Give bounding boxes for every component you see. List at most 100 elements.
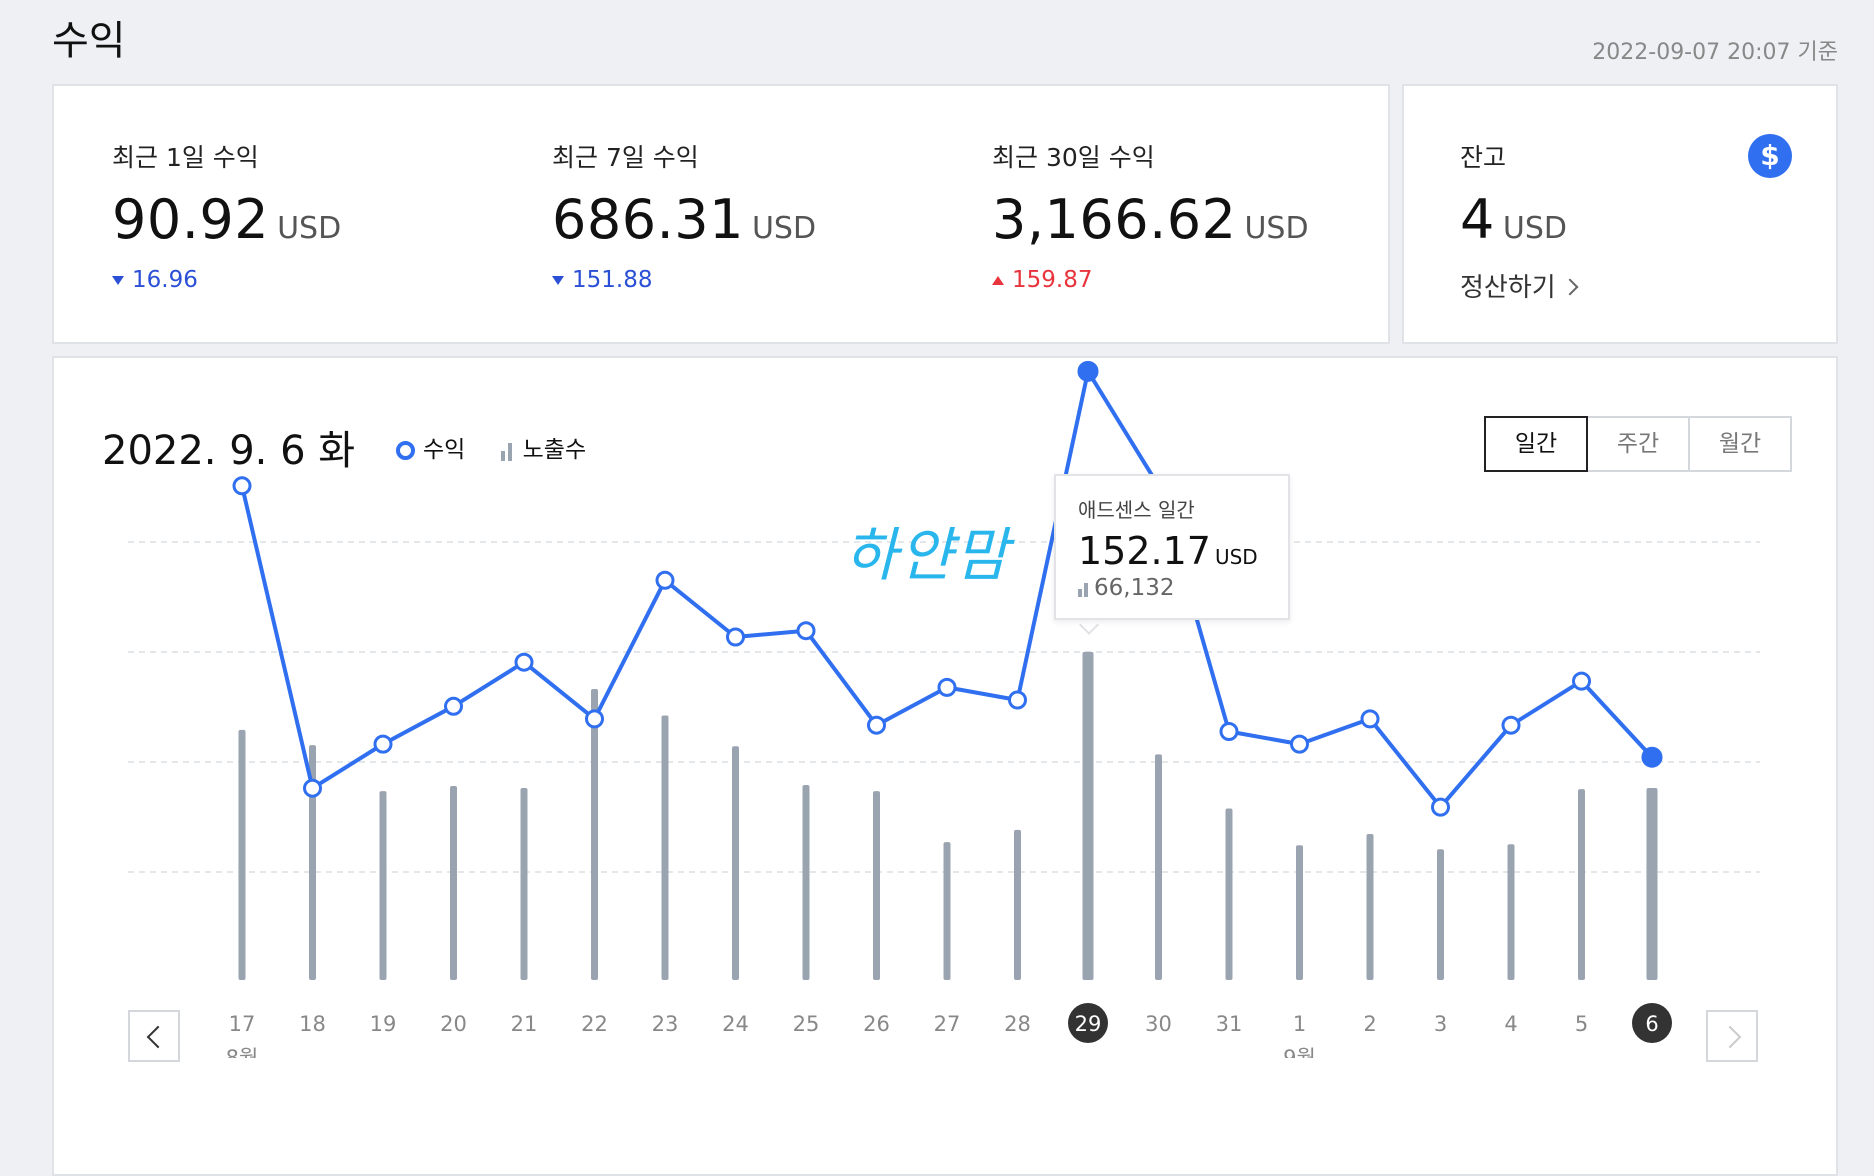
next-period-button[interactable] (1706, 1010, 1758, 1062)
revenue-chart: 17 18 19 20 21 22 23 24 25 26 27 28 29 30 31 1 2 3 4 5 68월 9월 (128, 360, 1760, 1058)
chevron-right-icon (1718, 1025, 1742, 1049)
updated-timestamp: 2022-09-07 20:07 기준 (1592, 40, 1838, 65)
stat-label: 최근 1일 수익 (112, 143, 259, 172)
x-tick-label: 31 (1216, 1012, 1243, 1036)
tooltip-title: 애드센스 일간 (1078, 498, 1195, 522)
x-tick-label: 4 (1504, 1012, 1517, 1036)
tooltip-amount: 152.17 (1078, 529, 1211, 573)
impressions-bar (1437, 849, 1444, 980)
selected-date-marker (1632, 1003, 1672, 1043)
stat-change: 159.87 (992, 267, 1309, 293)
chart-date: 2022. 9. 6 화 (102, 428, 356, 474)
stat-change-value: 159.87 (1012, 267, 1093, 293)
revenue-point (232, 476, 252, 496)
stat-1day: 최근 1일 수익 90.92 USD 16.96 (112, 138, 341, 293)
tooltip-unit: USD (1214, 545, 1258, 569)
revenue-point (796, 621, 816, 641)
impressions-bar (943, 842, 951, 980)
stat-amount: 3,166.62 (992, 188, 1237, 251)
x-tick-label: 18 (299, 1012, 326, 1036)
month-label: 8월 (226, 1046, 259, 1058)
revenue-point (444, 696, 463, 716)
x-tick-label: 17 (229, 1012, 256, 1036)
chart-legend: 수익 노출수 (396, 430, 614, 464)
x-tick-label: 28 (1004, 1012, 1031, 1036)
revenue-point (1360, 709, 1380, 729)
stat-unit: USD (1244, 211, 1309, 246)
x-tick-label: 27 (934, 1012, 961, 1036)
x-tick-label: 25 (793, 1012, 820, 1036)
tooltip-impressions: 66,132 (1078, 575, 1266, 601)
x-tick-label: 24 (722, 1012, 749, 1036)
bar-chart-icon (1078, 581, 1092, 597)
triangle-down-icon (112, 276, 124, 285)
stat-value: 90.92 USD (112, 188, 341, 251)
stat-change: 151.88 (552, 267, 816, 293)
x-tick-label: 22 (581, 1012, 608, 1036)
period-tabs: 일간 주간 월간 (1484, 416, 1792, 472)
circle-icon (396, 441, 415, 460)
stat-amount: 686.31 (552, 188, 744, 251)
chevron-left-icon (146, 1025, 170, 1049)
x-tick-label: 30 (1145, 1012, 1172, 1036)
balance-unit: USD (1502, 211, 1567, 246)
revenue-point (1572, 671, 1591, 691)
stat-label: 최근 7일 수익 (552, 143, 699, 172)
balance-card: 잔고 4 USD 정산하기 $ (1402, 84, 1838, 344)
x-tick-label: 2 (1363, 1012, 1376, 1036)
impressions-bar (732, 746, 739, 980)
x-tick-label: 23 (652, 1012, 679, 1036)
x-tick-label: 3 (1434, 1012, 1447, 1036)
revenue-point (937, 677, 957, 697)
x-tick-label: 6 (1645, 1012, 1658, 1036)
settle-link[interactable]: 정산하기 (1460, 267, 1579, 304)
revenue-point (373, 734, 393, 754)
bar-chart-icon (500, 441, 515, 461)
impressions-bar (450, 786, 457, 980)
impressions-bar (591, 689, 598, 980)
stat-7day: 최근 7일 수익 686.31 USD 151.88 (552, 138, 816, 293)
balance-amount: 4 (1460, 188, 1495, 251)
triangle-down-icon (552, 276, 564, 285)
prev-period-button[interactable] (128, 1010, 180, 1062)
settle-label: 정산하기 (1460, 273, 1556, 303)
impressions-bar (1366, 833, 1374, 980)
revenue-point (1077, 360, 1099, 382)
watermark-text: 하얀맘 (844, 521, 1011, 589)
impressions-bar (1646, 788, 1658, 980)
impressions-bar (1507, 844, 1515, 980)
revenue-point (585, 709, 604, 729)
balance-label: 잔고 (1460, 143, 1507, 172)
stat-change-value: 151.88 (572, 267, 653, 293)
tab-monthly[interactable]: 월간 (1688, 416, 1792, 472)
legend-revenue-label: 수익 (423, 437, 466, 463)
stat-change: 16.96 (112, 267, 341, 293)
dollar-icon: $ (1748, 134, 1792, 178)
page-title: 수익 (52, 18, 126, 64)
stat-change-value: 16.96 (132, 267, 198, 293)
impressions-bar (661, 715, 669, 980)
tab-weekly[interactable]: 주간 (1586, 416, 1690, 472)
stat-amount: 90.92 (112, 188, 270, 251)
impressions-bar (520, 788, 528, 980)
chevron-right-icon (1561, 278, 1579, 295)
stat-value: 686.31 USD (552, 188, 816, 251)
tab-daily[interactable]: 일간 (1484, 416, 1588, 472)
impressions-bar (379, 791, 387, 980)
revenue-point (1431, 797, 1450, 817)
revenue-point (303, 778, 322, 798)
x-tick-label: 20 (440, 1012, 467, 1036)
stat-unit: USD (751, 211, 817, 246)
revenue-point (726, 627, 745, 647)
legend-impressions-label: 노출수 (522, 437, 587, 463)
stat-30day: 최근 30일 수익 3,166.62 USD 159.87 (992, 138, 1309, 293)
x-tick-label: 19 (370, 1012, 397, 1036)
tooltip-impressions-value: 66,132 (1094, 575, 1175, 601)
impressions-bar (1014, 829, 1021, 980)
revenue-point (1219, 722, 1239, 741)
tooltip-value: 152.17 USD (1078, 529, 1266, 573)
stat-label: 최근 30일 수익 (992, 143, 1155, 172)
impressions-bar (1578, 789, 1585, 980)
impressions-bar (802, 784, 810, 980)
revenue-point (1501, 715, 1521, 735)
